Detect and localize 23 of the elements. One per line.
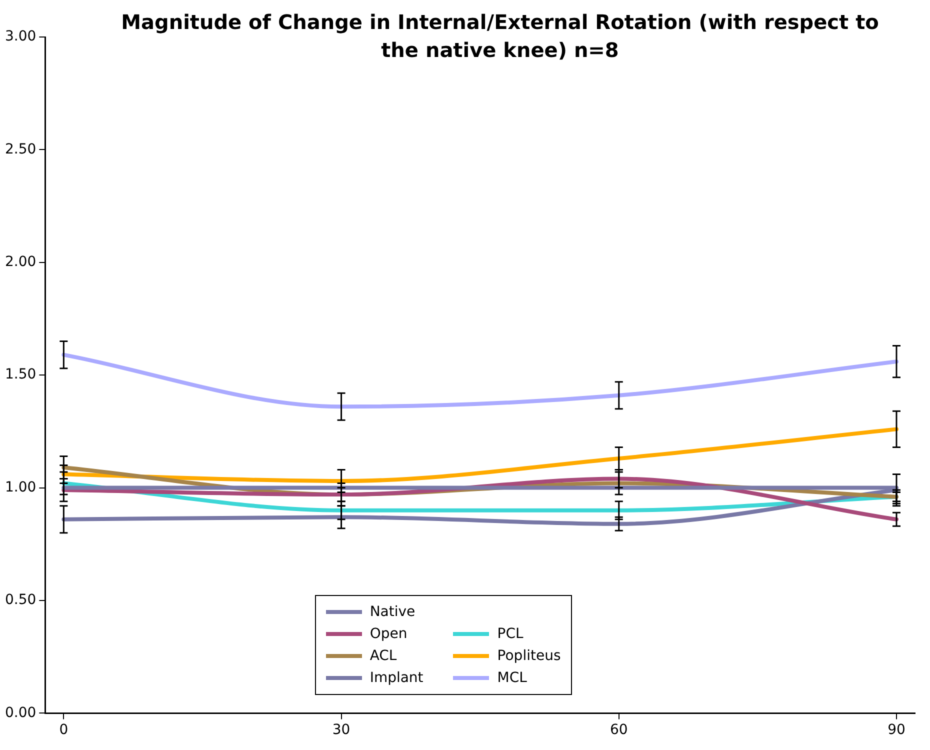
y-tick-label: 1.50 — [5, 366, 36, 383]
legend-label: Open — [370, 626, 408, 642]
y-tick-label: 2.00 — [5, 254, 36, 270]
legend-label: MCL — [497, 670, 527, 686]
legend-label: Popliteus — [497, 648, 561, 664]
y-tick-label: 1.00 — [5, 479, 36, 496]
x-tick-label: 90 — [888, 722, 906, 738]
x-tick-label: 0 — [59, 722, 68, 738]
y-tick-label: 0.50 — [5, 592, 36, 608]
legend-label: PCL — [497, 626, 524, 642]
y-tick-label: 0.00 — [5, 704, 36, 721]
legend-label: Native — [370, 604, 416, 620]
legend-label: ACL — [370, 648, 397, 664]
line-series — [62, 476, 898, 522]
line-series — [62, 488, 898, 526]
legend-label: Implant — [370, 670, 424, 686]
y-tick-label: 3.00 — [5, 28, 36, 45]
chart-title: Magnitude of Change in Internal/External Rotation (with respect to the native knee) n=8 — [120, 9, 880, 64]
line-series — [62, 352, 898, 409]
x-tick-label: 60 — [610, 722, 628, 738]
line-series — [62, 427, 898, 484]
y-tick-label: 2.50 — [5, 141, 36, 158]
x-tick-label: 30 — [332, 722, 350, 738]
